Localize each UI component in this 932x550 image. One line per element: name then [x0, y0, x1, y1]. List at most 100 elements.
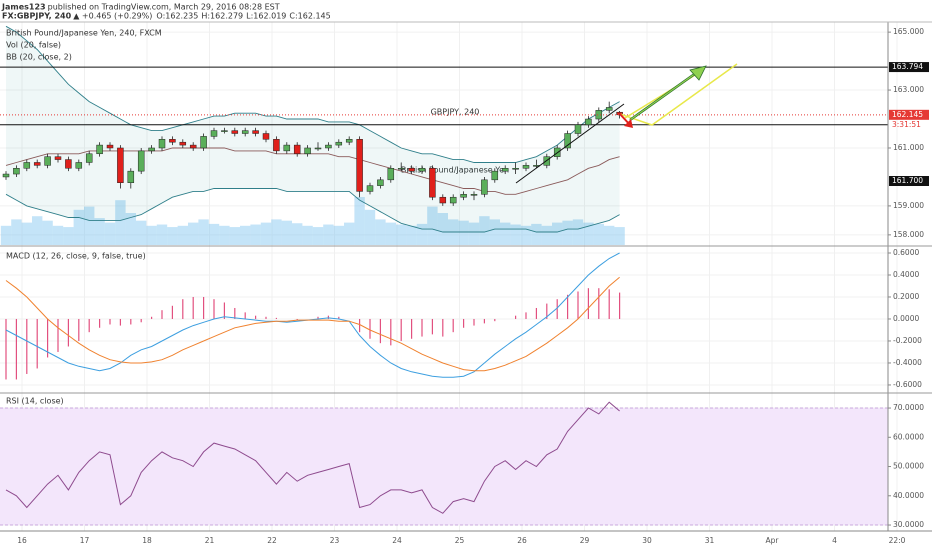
candle-body: [491, 170, 499, 181]
countdown: 3:31:51: [892, 120, 921, 129]
candle-body: [481, 179, 488, 195]
pane-title: MACD (12, 26, close, 9, false, true): [6, 252, 146, 261]
y-tick-label: 159.000: [893, 201, 924, 210]
x-tick-label: 25: [455, 536, 465, 545]
header-text: ▲ +0.465 (+0.29%): [73, 12, 152, 21]
basis-badge-text: 161.700: [892, 176, 923, 185]
y-tick-label: 0.0000: [893, 314, 919, 323]
candle-body: [106, 144, 114, 149]
yellow-projection: [619, 63, 738, 126]
candle-body: [189, 144, 197, 149]
volume-bar: [344, 222, 355, 245]
candle-body: [127, 170, 135, 183]
volume-bar: [115, 200, 126, 245]
candle-body: [262, 133, 270, 140]
volume-bar: [541, 225, 552, 245]
candle-body: [293, 144, 301, 155]
candle-body: [65, 159, 72, 169]
volume-bar: [572, 219, 584, 245]
candle-body: [605, 107, 613, 111]
candle-body: [200, 136, 207, 149]
indicator-legend: BB (20, close, 2): [6, 53, 72, 62]
volume-bar: [302, 225, 313, 245]
ohlc-text: H:162.279: [201, 12, 243, 21]
drawings: [515, 63, 738, 184]
volume-bar: [0, 225, 12, 245]
volume-bar: [281, 220, 292, 245]
header-text: FX:GBPJPY, 240: [2, 12, 72, 21]
pane-title: RSI (14, close): [6, 397, 64, 406]
x-tick-label: 16: [17, 536, 27, 545]
y-tick-label: -0.2000: [893, 336, 922, 345]
volume-bar: [458, 220, 469, 245]
candle-body: [23, 162, 31, 169]
volume-bar: [500, 222, 511, 245]
y-tick-label: 60.0000: [893, 432, 924, 441]
candle-body: [179, 141, 187, 146]
candle-body: [33, 162, 41, 166]
volume-bar: [104, 222, 116, 245]
candle-body: [13, 168, 20, 175]
candle-body: [460, 194, 467, 198]
candle-body: [595, 110, 603, 120]
ohlc-text: L:162.019: [246, 12, 286, 21]
volume-bar: [32, 216, 43, 245]
bb-basis: [5, 147, 620, 195]
candle-body: [366, 185, 374, 192]
volume-bar: [260, 222, 272, 245]
volume-bar: [375, 219, 386, 245]
volume-bar: [292, 223, 303, 245]
volume-bar: [406, 225, 417, 245]
x-tick-label: Apr: [766, 536, 780, 545]
volume-bar: [614, 227, 625, 245]
volume-bar: [385, 222, 396, 245]
green-arrow-head: [689, 65, 707, 81]
volume-bar: [188, 222, 199, 245]
volume-bar: [364, 209, 376, 245]
candle-body: [418, 168, 426, 172]
volume-bar: [167, 227, 178, 245]
price-badge: [889, 62, 929, 73]
volume-bar: [125, 213, 136, 245]
candle-body: [273, 139, 280, 152]
x-tick-label: 17: [80, 536, 90, 545]
volume-bar: [73, 209, 84, 245]
bb-upper: [5, 25, 620, 163]
candle-body: [429, 168, 436, 198]
x-tick-label: 22: [267, 536, 277, 545]
candle-body: [44, 156, 51, 166]
ohlc-text: O:162.235: [156, 12, 198, 21]
header-text: James123: [1, 3, 46, 12]
price-badge-text: 162.145: [892, 110, 923, 119]
macd-line: [5, 252, 620, 378]
candle-body: [585, 118, 592, 126]
price-badge-text: 163.794: [892, 62, 923, 71]
candle-body: [283, 144, 291, 152]
x-tick-label: 26: [517, 536, 527, 545]
volume-bar: [21, 222, 32, 245]
volume-bar: [520, 225, 532, 245]
volume-bar: [94, 218, 105, 245]
y-tick-label: 40.0000: [893, 491, 924, 500]
volume-bar: [354, 197, 365, 245]
candle-body: [512, 168, 519, 170]
volume-bar: [437, 213, 448, 245]
candle-body: [522, 165, 530, 169]
volume-bar: [271, 219, 282, 245]
volume-bar: [427, 206, 438, 245]
volume-bar: [208, 223, 220, 245]
candle-body: [335, 141, 343, 146]
volume-bar: [333, 225, 344, 245]
volume-bar: [510, 224, 521, 245]
candle-body: [470, 194, 478, 196]
candle-body: [148, 147, 155, 152]
volume-bar: [593, 223, 604, 245]
candle-body: [345, 139, 353, 143]
candle-body: [252, 130, 259, 134]
candle-body: [96, 144, 103, 155]
band-fill: [6, 26, 620, 232]
red-arrow-head: [624, 119, 633, 128]
candle-body: [231, 130, 239, 134]
volume-bar: [323, 224, 334, 245]
volume-bar: [552, 222, 563, 245]
